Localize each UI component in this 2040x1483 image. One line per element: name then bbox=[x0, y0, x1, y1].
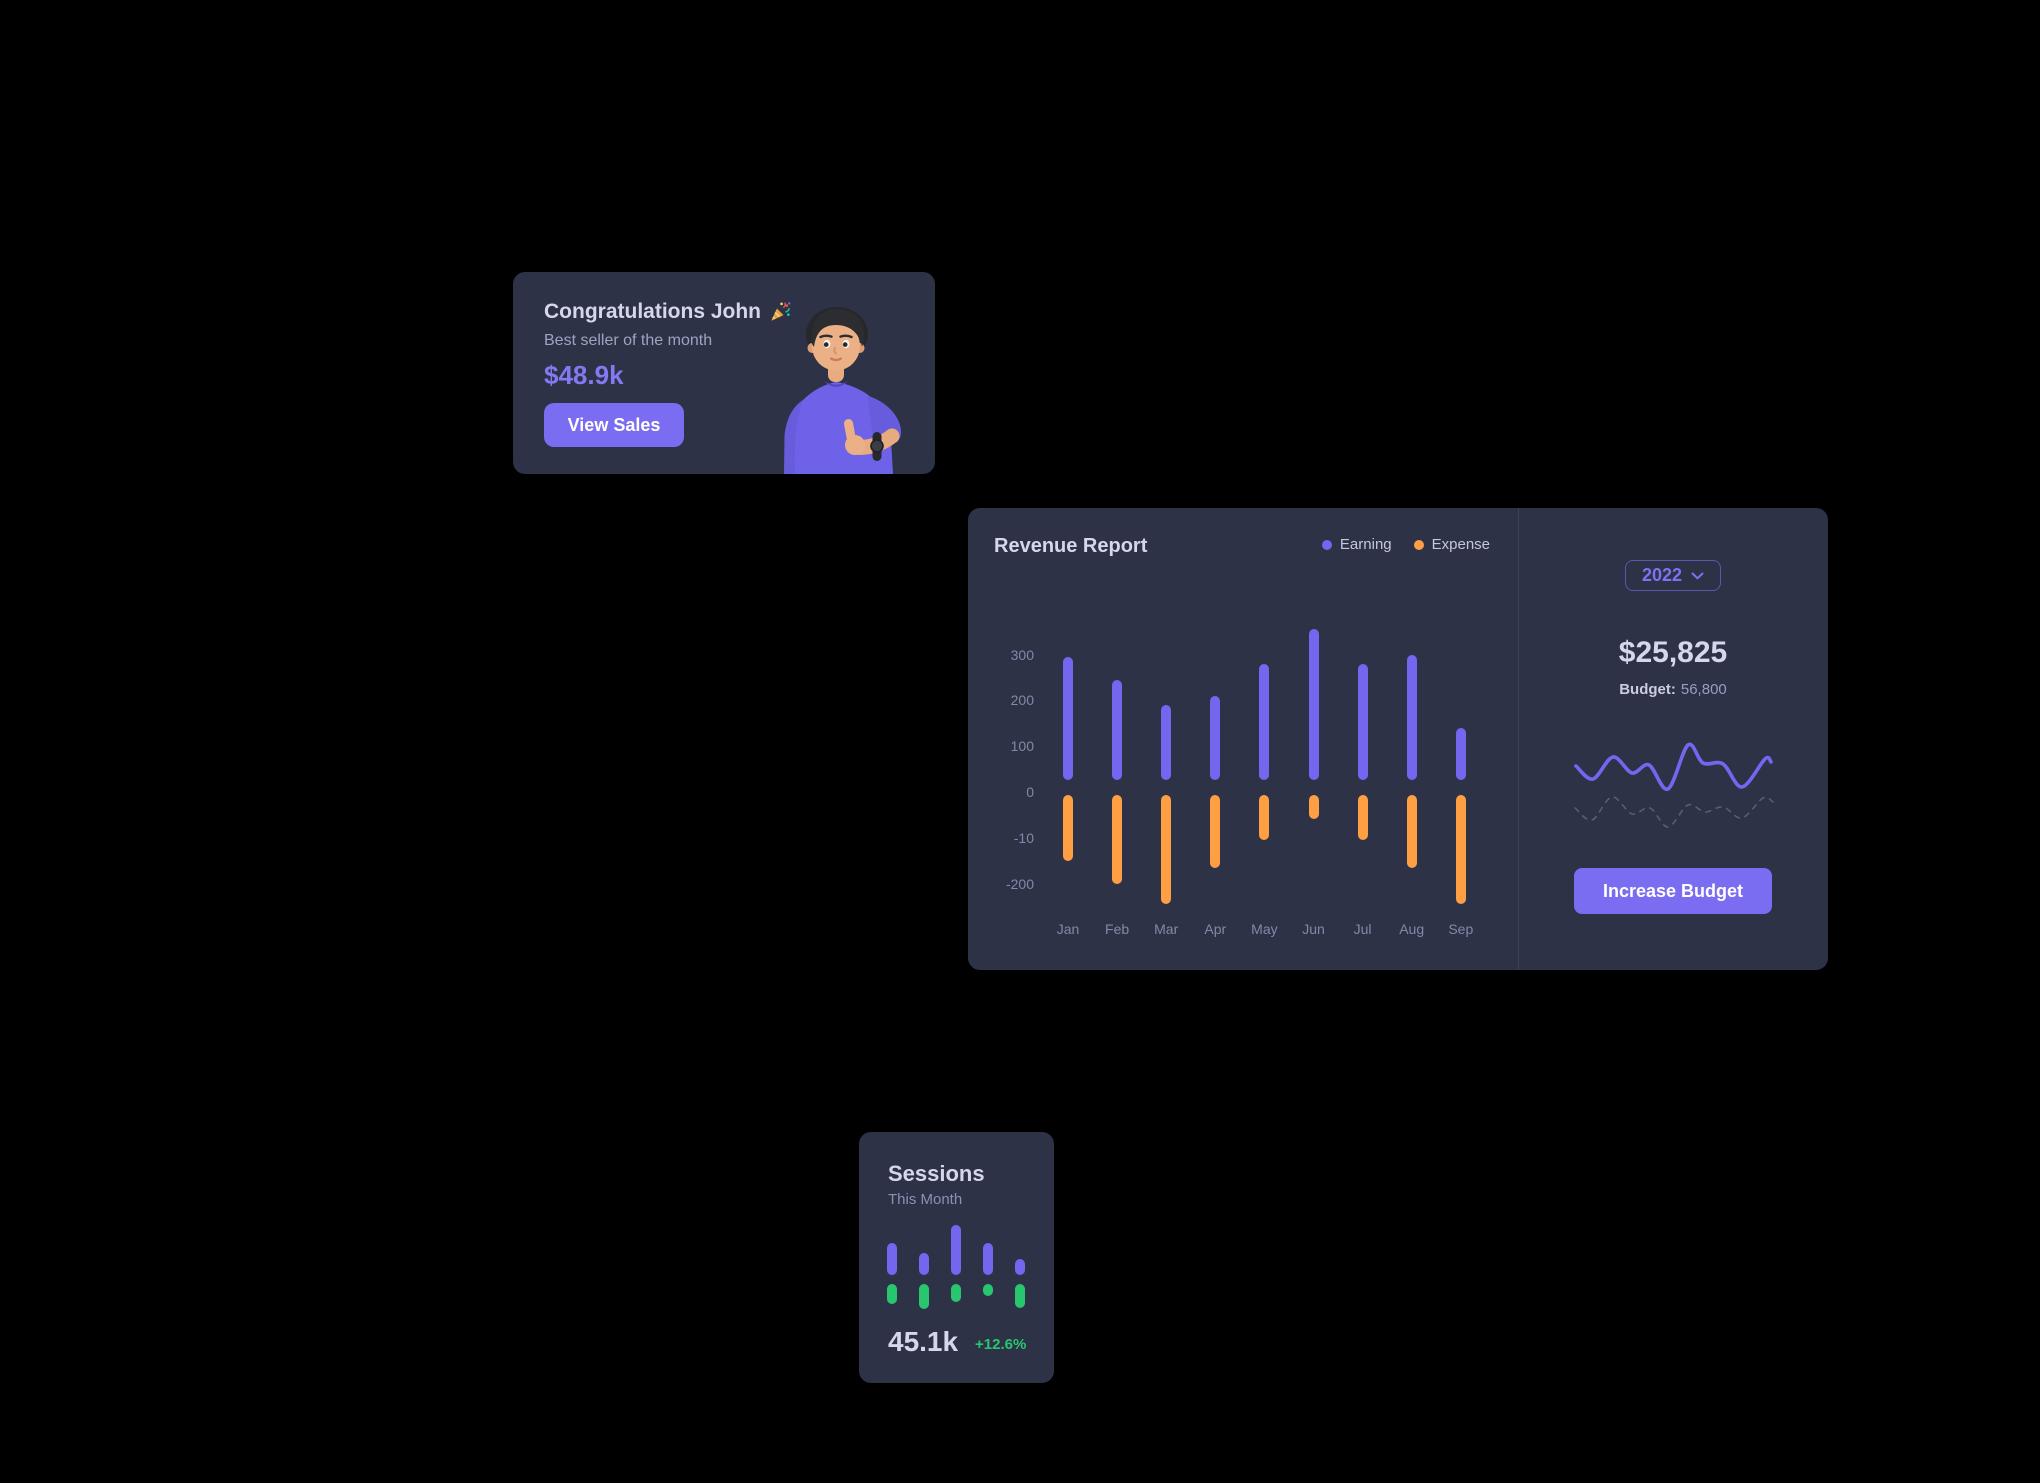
earning-bar bbox=[1112, 679, 1123, 781]
seller-illustration bbox=[784, 307, 902, 474]
expense-bar bbox=[1112, 794, 1123, 884]
earning-bar bbox=[1161, 704, 1172, 781]
expense-bar bbox=[1259, 794, 1270, 841]
x-axis-label: Mar bbox=[1154, 921, 1179, 937]
earning-bar bbox=[1455, 727, 1466, 781]
x-axis-label: Aug bbox=[1399, 921, 1425, 937]
sessions-purple-bar bbox=[887, 1243, 897, 1275]
budget-line: Budget: 56,800 bbox=[1518, 680, 1828, 700]
sessions-green-bar bbox=[887, 1284, 897, 1304]
sessions-purple-bar bbox=[983, 1243, 993, 1275]
sessions-purple-bar bbox=[1015, 1259, 1025, 1275]
x-axis-label: Apr bbox=[1204, 921, 1227, 937]
expense-bar bbox=[1406, 794, 1417, 868]
panel-divider bbox=[1518, 508, 1519, 970]
x-axis-label: Sep bbox=[1448, 921, 1474, 937]
expense-bar bbox=[1308, 794, 1319, 820]
y-axis-tick: 200 bbox=[1010, 692, 1034, 709]
revenue-total: $25,825 bbox=[1618, 636, 1728, 669]
year-dropdown-value: 2022 bbox=[1641, 565, 1683, 585]
legend-item-earning[interactable]: Earning bbox=[1321, 536, 1392, 553]
y-axis-tick: -200 bbox=[1005, 875, 1034, 892]
x-axis-label: May bbox=[1251, 921, 1278, 937]
expense-bar bbox=[1063, 794, 1073, 861]
sessions-green-bar bbox=[983, 1284, 993, 1296]
earning-bar bbox=[1063, 656, 1073, 781]
legend-label-expense: Expense bbox=[1431, 536, 1490, 553]
congrats-title: Congratulations John bbox=[544, 300, 761, 323]
year-dropdown[interactable]: 2022 bbox=[1625, 560, 1721, 591]
sessions-card: Sessions This Month 45.1k +12.6% bbox=[859, 1132, 1054, 1383]
earning-bar bbox=[1406, 654, 1417, 781]
sessions-green-bar bbox=[951, 1284, 961, 1302]
revenue-legend: Earning Expense bbox=[1298, 536, 1490, 553]
x-axis-label: Jun bbox=[1302, 921, 1325, 937]
sessions-delta: +12.6% bbox=[975, 1336, 1027, 1353]
y-axis-tick: -10 bbox=[1013, 829, 1034, 846]
revenue-report-card: Revenue Report Earning Expense 300 200 100… bbox=[968, 508, 1828, 970]
budget-wave-baseline-line bbox=[1574, 796, 1774, 828]
earning-dot-icon bbox=[1321, 539, 1332, 550]
expense-bar bbox=[1357, 794, 1368, 841]
earning-bar bbox=[1210, 695, 1221, 781]
y-axis-tick: 100 bbox=[1010, 738, 1034, 755]
congrats-amount: $48.9k bbox=[544, 360, 624, 390]
sessions-green-bar bbox=[1015, 1284, 1025, 1308]
legend-item-expense[interactable]: Expense bbox=[1413, 536, 1490, 553]
budget-line-chart bbox=[1574, 742, 1774, 828]
y-axis-tick: 0 bbox=[1026, 784, 1034, 800]
x-axis-label: Feb bbox=[1105, 921, 1130, 937]
congrats-card: Congratulations John Best seller of the … bbox=[513, 272, 935, 474]
revenue-bar-chart: 300 200 100 0 -10 -200 Jan Feb Mar Apr May Jun Jul Au… bbox=[968, 508, 1518, 970]
congrats-subtitle: Best seller of the month bbox=[544, 332, 713, 349]
sessions-purple-bar bbox=[951, 1225, 961, 1275]
expense-bar bbox=[1161, 794, 1172, 905]
x-axis-label: Jul bbox=[1353, 921, 1372, 937]
sessions-value: 45.1k bbox=[888, 1326, 959, 1357]
sessions-green-bar bbox=[919, 1284, 929, 1309]
increase-budget-button[interactable]: Increase Budget bbox=[1574, 868, 1772, 914]
congrats-title-row: Congratulations John bbox=[544, 298, 791, 326]
earning-bar bbox=[1308, 629, 1319, 781]
budget-value: 56,800 bbox=[1680, 681, 1727, 698]
expense-bar bbox=[1455, 794, 1466, 905]
budget-wave-actual-line bbox=[1574, 742, 1773, 791]
legend-label-earning: Earning bbox=[1339, 536, 1392, 553]
earning-bar bbox=[1357, 663, 1368, 781]
expense-dot-icon bbox=[1413, 539, 1424, 550]
sessions-mini-chart bbox=[859, 1132, 1054, 1383]
revenue-report-title: Revenue Report bbox=[994, 535, 1148, 557]
expense-bar bbox=[1210, 794, 1221, 868]
sessions-purple-bar bbox=[919, 1253, 929, 1275]
earning-bar bbox=[1259, 663, 1270, 781]
party-popper-icon bbox=[771, 302, 791, 321]
budget-label: Budget: bbox=[1619, 681, 1676, 698]
chevron-down-icon bbox=[1691, 572, 1704, 579]
y-axis-tick: 300 bbox=[1010, 646, 1034, 663]
x-axis-label: Jan bbox=[1056, 921, 1080, 937]
view-sales-button[interactable]: View Sales bbox=[544, 403, 684, 447]
sessions-title: Sessions bbox=[888, 1161, 985, 1186]
sessions-subtitle: This Month bbox=[888, 1191, 963, 1208]
